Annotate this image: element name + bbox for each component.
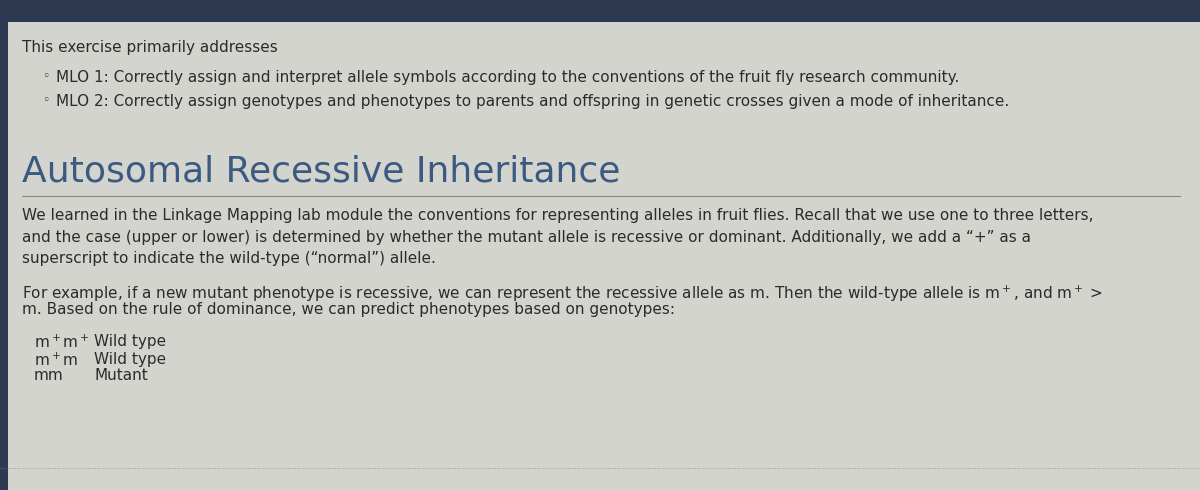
Text: m$^+$m: m$^+$m: [34, 352, 78, 369]
Bar: [0, 0, 1200, 22]
Text: Autosomal Recessive Inheritance: Autosomal Recessive Inheritance: [22, 154, 620, 188]
Text: Mutant: Mutant: [94, 368, 148, 383]
Text: m. Based on the rule of dominance, we can predict phenotypes based on genotypes:: m. Based on the rule of dominance, we ca…: [22, 302, 674, 317]
Bar: [0, 22, 8, 490]
Text: We learned in the Linkage Mapping lab module the conventions for representing al: We learned in the Linkage Mapping lab mo…: [22, 208, 1093, 266]
Text: MLO 1: Correctly assign and interpret allele symbols according to the convention: MLO 1: Correctly assign and interpret al…: [56, 70, 959, 85]
Text: mm: mm: [34, 368, 64, 383]
Text: This exercise primarily addresses: This exercise primarily addresses: [22, 40, 277, 55]
Text: m$^+$m$^+$: m$^+$m$^+$: [34, 334, 90, 351]
Text: ◦: ◦: [42, 70, 49, 83]
Text: For example, if a new mutant phenotype is recessive, we can represent the recess: For example, if a new mutant phenotype i…: [22, 284, 1103, 304]
Text: Wild type: Wild type: [94, 334, 166, 349]
Text: Wild type: Wild type: [94, 352, 166, 367]
Text: MLO 2: Correctly assign genotypes and phenotypes to parents and offspring in gen: MLO 2: Correctly assign genotypes and ph…: [56, 94, 1009, 109]
Text: ◦: ◦: [42, 94, 49, 107]
